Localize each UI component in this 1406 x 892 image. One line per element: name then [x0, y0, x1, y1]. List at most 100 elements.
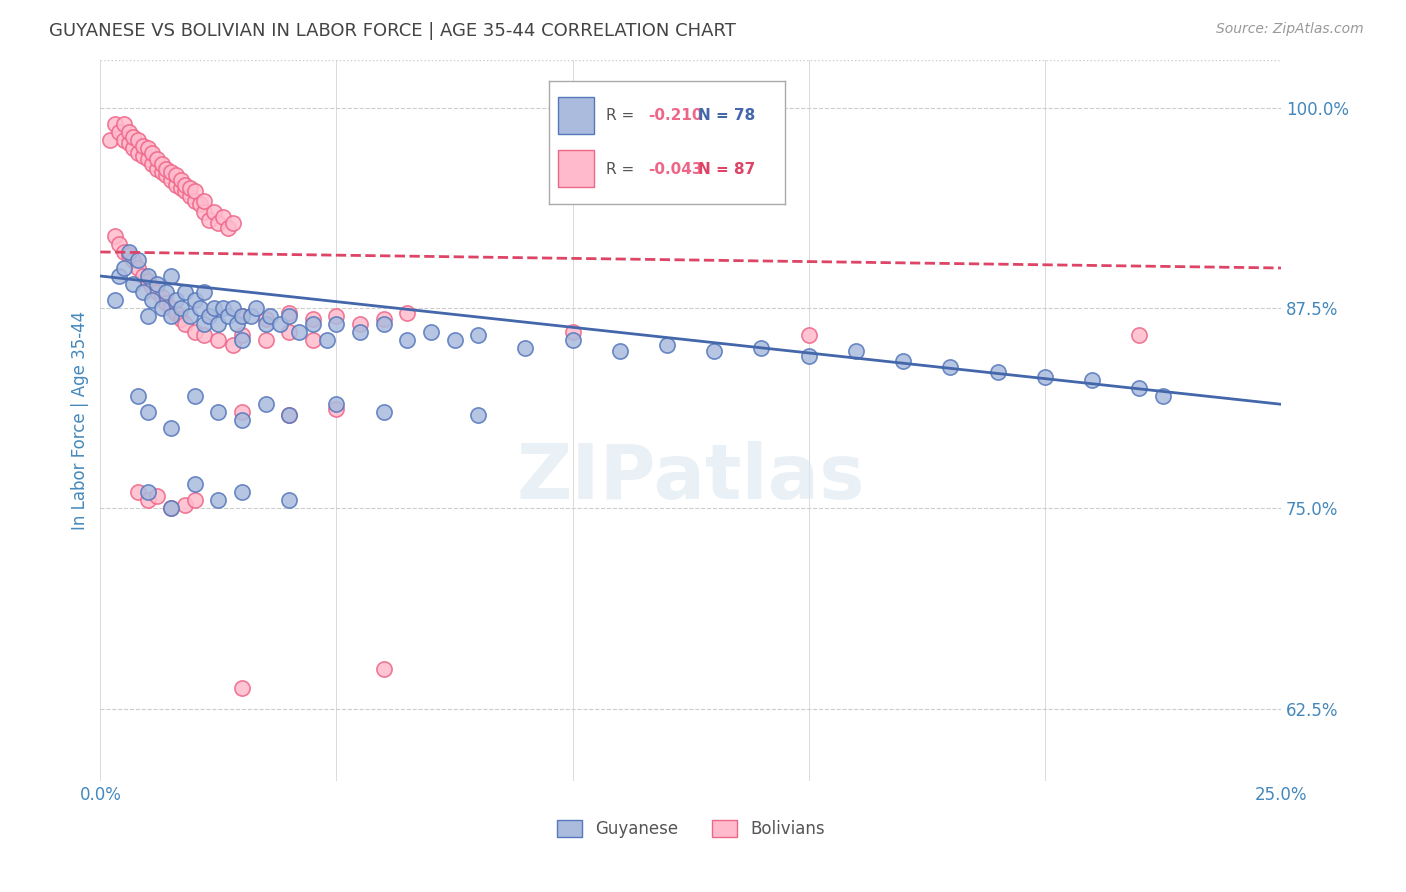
- Point: [103, 229, 125, 244]
- Text: GUYANESE VS BOLIVIAN IN LABOR FORCE | AGE 35-44 CORRELATION CHART: GUYANESE VS BOLIVIAN IN LABOR FORCE | AG…: [49, 22, 737, 40]
- Point: [127, 260, 149, 275]
- Point: [108, 125, 131, 139]
- Point: [231, 413, 253, 427]
- Point: [169, 173, 191, 187]
- Point: [184, 493, 207, 508]
- Point: [160, 173, 183, 187]
- Point: [373, 312, 395, 326]
- Point: [160, 501, 183, 516]
- Point: [231, 309, 253, 323]
- Point: [108, 268, 131, 283]
- Point: [278, 306, 301, 320]
- Point: [118, 125, 141, 139]
- Point: [184, 293, 207, 307]
- Point: [325, 397, 347, 411]
- Point: [325, 309, 347, 323]
- Point: [240, 309, 263, 323]
- Point: [797, 328, 820, 343]
- Point: [165, 168, 187, 182]
- Point: [561, 325, 583, 339]
- Point: [136, 268, 159, 283]
- Point: [278, 325, 301, 339]
- Point: [207, 493, 229, 508]
- Point: [136, 493, 159, 508]
- Point: [1128, 381, 1150, 395]
- Point: [179, 309, 201, 323]
- Point: [278, 493, 301, 508]
- Point: [174, 184, 197, 198]
- Point: [302, 333, 325, 347]
- Point: [122, 252, 145, 267]
- Point: [467, 328, 489, 343]
- Point: [316, 333, 339, 347]
- Point: [193, 328, 215, 343]
- Point: [136, 485, 159, 500]
- Point: [132, 139, 155, 153]
- Point: [278, 409, 301, 423]
- Point: [254, 312, 277, 326]
- Point: [165, 306, 187, 320]
- Point: [207, 405, 229, 419]
- Point: [254, 397, 277, 411]
- Y-axis label: In Labor Force | Age 35-44: In Labor Force | Age 35-44: [72, 310, 89, 530]
- Point: [155, 285, 177, 299]
- Point: [160, 165, 183, 179]
- Legend: Guyanese, Bolivians: Guyanese, Bolivians: [550, 814, 831, 845]
- Point: [141, 293, 163, 307]
- Point: [202, 301, 225, 315]
- Point: [891, 354, 914, 368]
- Point: [165, 293, 187, 307]
- Point: [136, 141, 159, 155]
- Point: [174, 317, 197, 331]
- Point: [467, 409, 489, 423]
- Point: [112, 133, 135, 147]
- Point: [325, 317, 347, 331]
- Point: [160, 309, 183, 323]
- Text: ZIPatlas: ZIPatlas: [516, 441, 865, 515]
- Point: [254, 317, 277, 331]
- Point: [155, 161, 177, 176]
- Point: [226, 317, 249, 331]
- Point: [146, 161, 169, 176]
- Point: [396, 306, 419, 320]
- Point: [136, 274, 159, 288]
- Point: [103, 293, 125, 307]
- Point: [231, 681, 253, 695]
- Point: [122, 277, 145, 291]
- Point: [207, 216, 229, 230]
- Point: [221, 301, 243, 315]
- Point: [118, 248, 141, 262]
- Point: [112, 244, 135, 259]
- Point: [132, 149, 155, 163]
- Point: [302, 317, 325, 331]
- Point: [136, 309, 159, 323]
- Point: [150, 165, 173, 179]
- Point: [108, 236, 131, 251]
- Point: [132, 268, 155, 283]
- Point: [165, 178, 187, 192]
- Point: [188, 197, 211, 211]
- Point: [221, 216, 243, 230]
- Point: [118, 136, 141, 150]
- Point: [122, 129, 145, 144]
- Point: [193, 285, 215, 299]
- Point: [202, 205, 225, 219]
- Point: [302, 312, 325, 326]
- Point: [184, 325, 207, 339]
- Point: [212, 301, 235, 315]
- Point: [349, 325, 371, 339]
- Point: [278, 409, 301, 423]
- Point: [1152, 389, 1174, 403]
- Point: [179, 181, 201, 195]
- Point: [217, 309, 239, 323]
- Point: [1081, 373, 1104, 387]
- Point: [141, 145, 163, 160]
- Point: [207, 317, 229, 331]
- Point: [419, 325, 441, 339]
- Point: [278, 309, 301, 323]
- Point: [127, 133, 149, 147]
- Point: [112, 260, 135, 275]
- Point: [188, 301, 211, 315]
- Point: [561, 333, 583, 347]
- Point: [112, 117, 135, 131]
